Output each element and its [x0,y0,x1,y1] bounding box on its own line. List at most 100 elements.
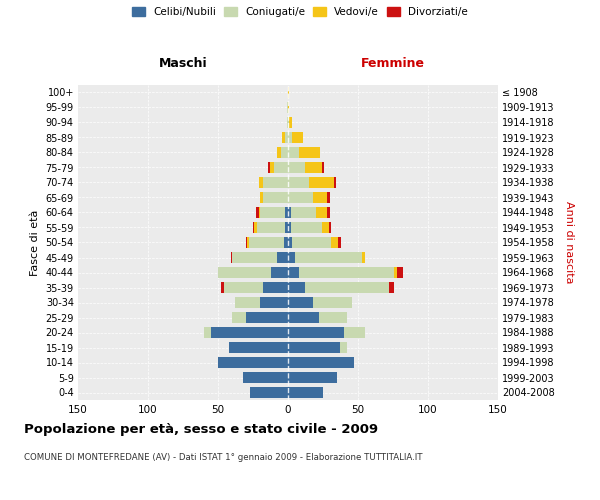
Bar [268,162,270,173]
Bar [362,252,365,264]
Bar [309,176,334,188]
Bar [288,326,344,338]
Bar [288,236,292,248]
Bar [288,162,305,173]
Bar [288,102,289,114]
Bar [291,222,322,234]
Bar [270,162,274,173]
Bar [232,252,277,264]
Bar [288,206,291,218]
Text: COMUNE DI MONTEFREDANE (AV) - Dati ISTAT 1° gennaio 2009 - Elaborazione TUTTITAL: COMUNE DI MONTEFREDANE (AV) - Dati ISTAT… [24,452,422,462]
Bar [327,206,330,218]
Bar [253,222,254,234]
Bar [263,192,288,203]
Bar [288,296,313,308]
Bar [295,252,362,264]
Bar [257,222,285,234]
Bar [204,326,211,338]
Bar [299,146,320,158]
Bar [243,372,288,384]
Bar [287,102,288,114]
Bar [224,282,263,294]
Bar [288,386,323,398]
Bar [291,206,316,218]
Bar [246,312,288,324]
Bar [287,116,288,128]
Bar [259,206,260,218]
Bar [263,176,288,188]
Bar [288,342,340,353]
Text: Femmine: Femmine [361,57,425,70]
Bar [285,206,288,218]
Bar [263,282,288,294]
Bar [277,252,288,264]
Bar [316,206,327,218]
Y-axis label: Fasce di età: Fasce di età [30,210,40,276]
Bar [288,312,319,324]
Bar [338,236,341,248]
Bar [288,176,309,188]
Bar [334,176,335,188]
Bar [284,236,288,248]
Bar [230,252,232,264]
Bar [322,162,325,173]
Bar [299,266,394,278]
Bar [274,162,288,173]
Bar [327,192,330,203]
Bar [344,326,365,338]
Bar [340,342,347,353]
Bar [229,342,288,353]
Bar [394,266,397,278]
Bar [288,146,299,158]
Bar [288,282,305,294]
Bar [292,236,331,248]
Bar [260,296,288,308]
Bar [271,266,288,278]
Bar [221,282,224,294]
Bar [305,282,389,294]
Bar [249,236,284,248]
Bar [313,192,327,203]
Bar [218,356,288,368]
Bar [232,312,246,324]
Bar [288,356,354,368]
Y-axis label: Anni di nascita: Anni di nascita [565,201,574,284]
Bar [288,132,292,143]
Text: Maschi: Maschi [158,57,208,70]
Bar [281,146,288,158]
Bar [285,222,288,234]
Text: Popolazione per età, sesso e stato civile - 2009: Popolazione per età, sesso e stato civil… [24,422,378,436]
Bar [288,86,289,99]
Bar [283,132,285,143]
Bar [288,192,313,203]
Bar [397,266,403,278]
Bar [322,222,329,234]
Bar [254,222,257,234]
Bar [319,312,347,324]
Bar [247,236,249,248]
Bar [288,222,291,234]
Bar [389,282,394,294]
Bar [218,266,271,278]
Bar [289,116,292,128]
Bar [288,116,289,128]
Bar [259,176,263,188]
Bar [246,236,247,248]
Bar [288,252,295,264]
Bar [285,132,288,143]
Bar [260,206,285,218]
Bar [277,146,281,158]
Bar [250,386,288,398]
Bar [211,326,288,338]
Bar [235,296,260,308]
Bar [288,372,337,384]
Bar [313,296,352,308]
Bar [288,266,299,278]
Bar [292,132,304,143]
Legend: Celibi/Nubili, Coniugati/e, Vedovi/e, Divorziati/e: Celibi/Nubili, Coniugati/e, Vedovi/e, Di… [130,5,470,20]
Bar [329,222,331,234]
Bar [256,206,259,218]
Bar [305,162,322,173]
Bar [260,192,263,203]
Bar [331,236,338,248]
